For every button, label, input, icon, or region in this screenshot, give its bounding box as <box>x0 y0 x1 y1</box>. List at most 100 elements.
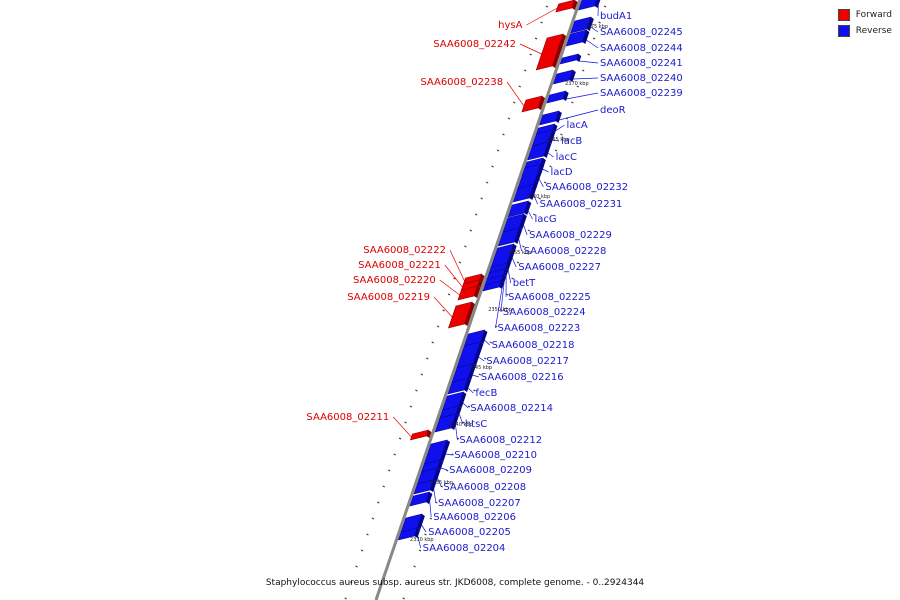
tick-mark <box>424 533 427 536</box>
tick-mark <box>549 165 552 168</box>
reverse-gene-label[interactable]: SAA6008_02245 <box>600 27 683 38</box>
reverse-gene-label[interactable]: SAA6008_02229 <box>529 230 612 241</box>
tick-mark <box>355 565 358 568</box>
forward-gene-label[interactable]: SAA6008_02221 <box>358 260 441 271</box>
reverse-gene-label[interactable]: SAA6008_02214 <box>470 403 553 414</box>
reverse-gene-label[interactable]: SAA6008_02204 <box>423 543 506 554</box>
forward-gene-glyph[interactable] <box>555 0 575 13</box>
reverse-callout-line <box>542 168 549 173</box>
reverse-gene-glyph-shade <box>501 275 507 283</box>
reverse-gene-label[interactable]: SAA6008_02217 <box>486 356 569 367</box>
reverse-gene-glyph-shade <box>472 342 484 366</box>
reverse-gene-label[interactable]: lacG <box>535 214 557 225</box>
reverse-callout-line <box>417 535 422 549</box>
reverse-gene-label[interactable]: SAA6008_02228 <box>524 246 607 257</box>
reverse-gene-label[interactable]: SAA6008_02241 <box>600 58 683 69</box>
tick-mark <box>529 53 532 56</box>
reverse-callout-line <box>547 152 554 158</box>
reverse-gene-label[interactable]: SAA6008_02210 <box>454 450 537 461</box>
reverse-gene-label[interactable]: SAA6008_02240 <box>600 73 683 84</box>
tick-mark <box>518 85 521 88</box>
reverse-gene-label[interactable]: lacA <box>566 120 587 131</box>
reverse-gene-label[interactable]: SAA6008_02231 <box>540 199 623 210</box>
forward-gene-glyph[interactable] <box>409 429 429 441</box>
tick-mark <box>404 421 407 424</box>
tick-mark <box>516 261 520 264</box>
reverse-gene-label[interactable]: SAA6008_02209 <box>449 465 532 476</box>
tick-mark <box>513 101 516 104</box>
tick-mark <box>387 469 391 472</box>
callout-lines <box>392 4 599 549</box>
reverse-gene-label[interactable]: SAA6008_02206 <box>433 512 516 523</box>
reverse-gene-glyph[interactable] <box>559 53 579 65</box>
forward-gene-label[interactable]: SAA6008_02238 <box>420 77 503 88</box>
reverse-gene-glyph-shade <box>451 414 459 430</box>
reverse-gene-glyph-shade <box>569 70 576 82</box>
reverse-gene-label[interactable]: htsC <box>465 419 487 430</box>
forward-gene-label[interactable]: SAA6008_02211 <box>306 412 389 423</box>
forward-gene-label[interactable]: SAA6008_02220 <box>353 275 436 286</box>
tick-mark <box>447 293 451 296</box>
tick-mark <box>598 21 601 24</box>
reverse-callout-line <box>590 26 599 33</box>
reverse-gene-label[interactable]: SAA6008_02208 <box>443 482 526 493</box>
tick-mark <box>464 245 467 248</box>
reverse-callout-line <box>478 356 485 362</box>
reverse-gene-label[interactable]: SAA6008_02224 <box>503 307 586 318</box>
tick-mark <box>543 181 547 184</box>
reverse-gene-glyph-shade <box>433 468 441 482</box>
reverse-gene-label[interactable]: lacB <box>561 136 582 147</box>
reverse-gene-label[interactable]: budA1 <box>600 11 632 22</box>
reverse-gene-glyph-shade <box>437 460 444 470</box>
reverse-gene-label[interactable]: SAA6008_02216 <box>481 372 564 383</box>
kbp-label: 2335 kbp <box>429 480 453 486</box>
reverse-gene-label[interactable]: SAA6008_02205 <box>428 527 511 538</box>
reverse-gene-glyph-shade <box>543 142 552 158</box>
reverse-gene-label[interactable]: SAA6008_02239 <box>600 88 683 99</box>
reverse-callout-line <box>523 224 528 236</box>
forward-gene-label[interactable]: hysA <box>498 20 522 31</box>
forward-callout-line <box>439 279 460 296</box>
reverse-gene-label[interactable]: SAA6008_02225 <box>508 292 591 303</box>
tick-mark <box>407 581 411 584</box>
reverse-gene-label[interactable]: SAA6008_02223 <box>497 323 580 334</box>
reverse-gene-label[interactable]: fecB <box>475 388 497 399</box>
tick-mark <box>469 229 473 232</box>
forward-gene-label[interactable]: SAA6008_02222 <box>363 245 446 256</box>
tick-mark <box>445 469 449 472</box>
tick-mark <box>377 501 380 504</box>
reverse-gene-label[interactable]: lacC <box>556 152 577 163</box>
reverse-gene-label[interactable]: SAA6008_02212 <box>459 435 542 446</box>
reverse-gene-label[interactable]: deoR <box>600 105 626 116</box>
reverse-gene-label[interactable]: SAA6008_02207 <box>438 498 521 509</box>
tick-mark <box>540 21 543 24</box>
tick-mark <box>393 453 396 456</box>
tick-marks <box>344 5 607 600</box>
tick-mark <box>475 213 478 216</box>
reverse-gene-label[interactable]: SAA6008_02227 <box>518 262 601 273</box>
reverse-gene-label[interactable]: SAA6008_02218 <box>492 340 575 351</box>
tick-mark <box>349 581 353 584</box>
forward-gene-label[interactable]: SAA6008_02242 <box>433 39 516 50</box>
tick-mark <box>398 437 402 440</box>
reverse-gene-label[interactable]: SAA6008_02232 <box>545 182 628 193</box>
tick-mark <box>451 453 454 456</box>
forward-callout-line <box>433 296 453 318</box>
reverse-gene-glyph-shade <box>440 440 451 462</box>
reverse-callout-line <box>500 281 505 313</box>
reverse-gene-label[interactable]: betT <box>513 278 536 289</box>
reverse-gene-label[interactable]: SAA6008_02244 <box>600 43 683 54</box>
tick-mark <box>576 85 579 88</box>
kbp-label: 2330 kbp <box>410 537 434 543</box>
reverse-gene-label[interactable]: lacD <box>551 167 573 178</box>
reverse-gene-glyph-shade <box>455 406 462 416</box>
reverse-gene-glyph-shade <box>506 244 517 266</box>
kbp-label: 2345 kbp <box>469 365 493 371</box>
reverse-callout-line <box>472 374 479 378</box>
reverse-callout-line <box>484 339 490 346</box>
forward-gene-glyph[interactable] <box>521 95 543 113</box>
forward-callout-line <box>444 264 463 288</box>
forward-gene-glyph-shade <box>464 302 475 326</box>
forward-gene-label[interactable]: SAA6008_02219 <box>347 292 430 303</box>
kbp-label: 2365 kbp <box>546 137 570 143</box>
